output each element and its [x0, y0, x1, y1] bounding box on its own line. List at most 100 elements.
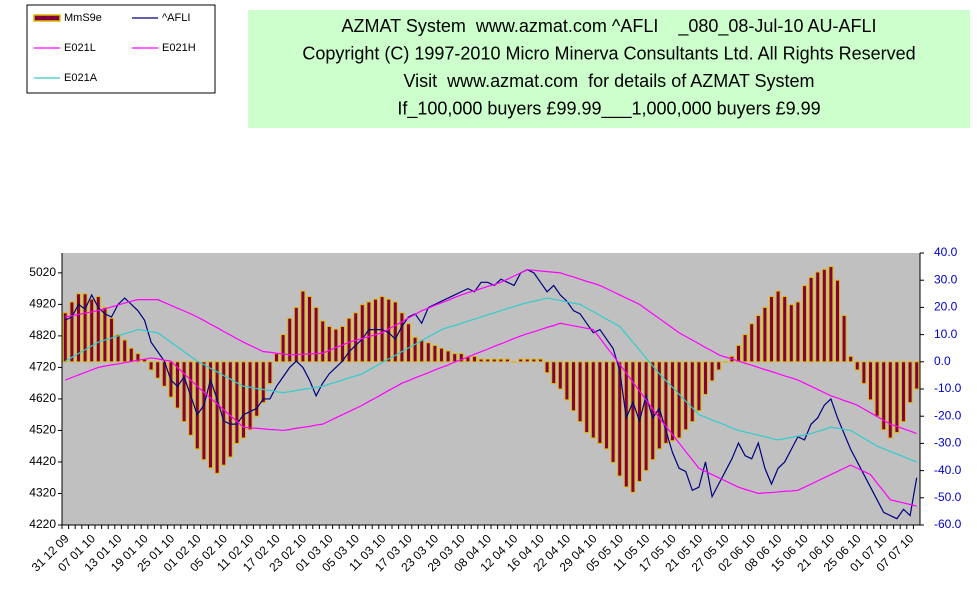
bar	[887, 361, 893, 439]
bar	[274, 353, 279, 363]
bar	[722, 361, 728, 363]
bar	[749, 323, 755, 363]
bar	[234, 361, 240, 444]
y2-tick-label: 10.0	[934, 327, 958, 341]
bar	[782, 296, 788, 363]
y2-tick-label: -50.0	[934, 490, 962, 504]
bar	[300, 290, 306, 363]
y2-tick-label: -20.0	[934, 408, 962, 422]
y-tick-label: 4220	[29, 517, 56, 531]
bar	[577, 361, 583, 423]
bar	[386, 298, 392, 363]
bar	[762, 306, 768, 363]
bar	[293, 306, 299, 363]
line	[65, 297, 917, 463]
bar	[214, 361, 220, 474]
bar	[590, 361, 596, 439]
y2-tick-label: -10.0	[934, 381, 962, 395]
bar	[458, 353, 464, 363]
bar	[478, 358, 484, 363]
y2-tick-label: 30.0	[934, 272, 958, 286]
bar	[841, 315, 847, 363]
bar	[95, 296, 101, 363]
bar	[188, 361, 194, 436]
bar	[287, 317, 293, 363]
bar	[247, 361, 253, 431]
bar	[874, 361, 880, 417]
bar	[848, 355, 854, 363]
bar	[788, 304, 794, 363]
chart-title: AZMAT System www.azmat.com ^AFLI _080_08…	[342, 16, 877, 37]
bar	[181, 361, 187, 423]
bar	[828, 266, 834, 363]
bar	[709, 361, 715, 382]
y-tick-label: 4520	[29, 423, 56, 437]
bar	[670, 361, 675, 442]
y-tick-label: 4320	[29, 486, 56, 500]
y-tick-label: 4420	[29, 454, 56, 468]
bar	[201, 361, 207, 461]
bar	[260, 361, 266, 404]
line	[65, 269, 918, 520]
bar	[854, 361, 860, 371]
legend-swatch	[33, 14, 61, 22]
bar	[696, 361, 702, 412]
bar	[821, 268, 827, 363]
bar	[406, 323, 411, 363]
bar	[280, 334, 286, 363]
y2-tick-label: -60.0	[934, 517, 962, 531]
bar	[564, 361, 570, 401]
bar	[122, 339, 128, 363]
bar	[102, 306, 108, 363]
bar	[557, 361, 563, 390]
bar	[128, 347, 134, 363]
bar	[742, 334, 748, 363]
bar	[835, 279, 840, 363]
bar	[373, 298, 378, 363]
bar	[76, 293, 81, 363]
bar	[425, 342, 431, 363]
bar	[861, 361, 867, 385]
bar	[604, 361, 609, 450]
bar	[815, 271, 821, 363]
bar	[69, 301, 75, 363]
bar	[544, 361, 550, 374]
bar	[307, 296, 312, 363]
y-tick-label: 4820	[29, 328, 56, 342]
legend-label: E021L	[64, 42, 96, 54]
bar	[538, 358, 543, 363]
bar	[518, 358, 524, 363]
bar	[498, 358, 504, 363]
bar	[881, 361, 887, 431]
bar	[472, 355, 477, 363]
bar	[795, 301, 801, 363]
bar	[392, 301, 398, 363]
bar	[359, 304, 365, 363]
y2-tick-label: 0.0	[934, 354, 951, 368]
bar	[716, 361, 722, 371]
bar	[89, 298, 95, 363]
chart-title: If_100,000 buyers £99.99___1,000,000 buy…	[397, 98, 820, 119]
bar	[491, 358, 497, 363]
bar	[755, 315, 761, 363]
bar	[769, 296, 774, 363]
y-tick-label: 4620	[29, 391, 56, 405]
y2-tick-label: 40.0	[934, 245, 958, 259]
bar	[531, 358, 537, 363]
line	[65, 269, 917, 435]
bar	[511, 361, 517, 363]
bar	[676, 361, 682, 439]
y-tick-label: 4720	[29, 360, 56, 374]
y-tick-label: 5020	[29, 265, 56, 279]
bar	[894, 361, 900, 434]
bar	[452, 353, 458, 363]
bar	[353, 312, 359, 363]
bar	[775, 290, 781, 363]
bar	[320, 320, 326, 363]
bar	[432, 344, 438, 363]
bar	[505, 358, 510, 363]
bar	[571, 361, 576, 412]
bar	[597, 361, 603, 444]
bar	[109, 317, 114, 363]
